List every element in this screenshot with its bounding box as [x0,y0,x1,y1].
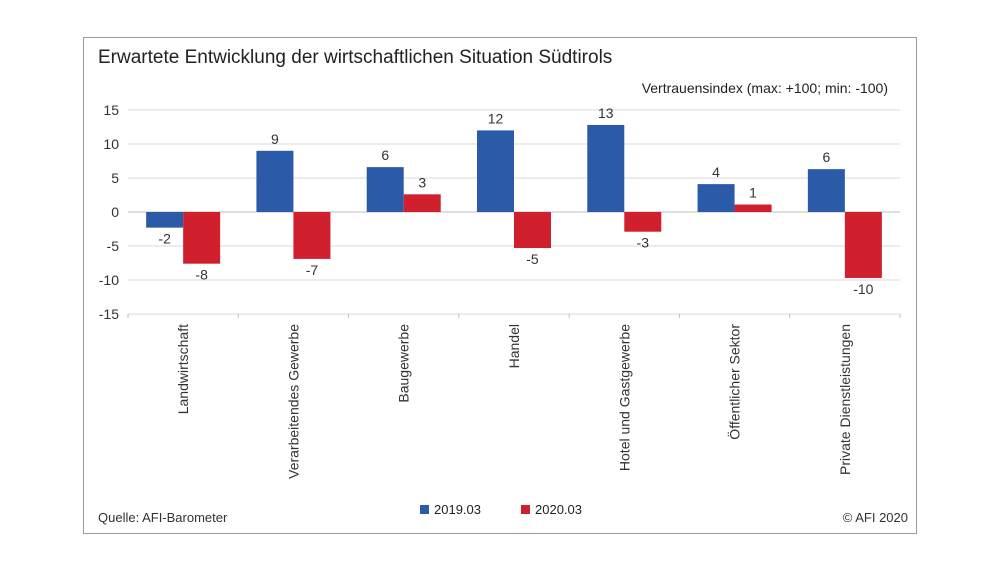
data-label: 1 [749,185,757,201]
bar [514,212,551,249]
chart-title: Erwartete Entwicklung der wirtschaftlich… [98,47,613,68]
category-label: Baugewerbe [396,324,412,403]
y-tick-label: -15 [99,306,119,322]
data-label: 13 [598,105,614,121]
category-label: Landwirtschaft [175,324,191,414]
data-label: -7 [306,262,319,278]
bar [256,150,294,212]
bar [293,212,331,259]
data-label: -5 [526,251,539,267]
y-tick-label: 10 [103,136,119,152]
bar [403,194,441,212]
data-label: 9 [271,131,279,147]
category-label: Private Dienstleistungen [837,324,853,475]
category-label: Handel [506,324,522,368]
bar [697,184,735,212]
data-label: 12 [488,110,504,126]
data-label: 6 [822,149,830,165]
y-tick-label: -5 [107,238,120,254]
data-label: 4 [712,164,720,180]
data-label: -3 [637,235,650,251]
data-label: -2 [158,231,171,247]
legend-item-2020: 2020.03 [521,502,582,517]
y-tick-label: -10 [99,272,119,288]
category-label: Verarbeitendes Gewerbe [285,324,301,479]
bar [183,212,221,264]
legend: 2019.03 2020.03 [420,502,622,517]
chart-subtitle: Vertrauensindex (max: +100; min: -100) [641,80,888,96]
data-label: 3 [418,174,426,190]
legend-item-2019: 2019.03 [420,502,481,517]
data-label: 6 [381,147,389,163]
legend-label-2020: 2020.03 [535,502,582,517]
bar [587,124,625,212]
copyright-note: © AFI 2020 [842,510,908,525]
chart-frame [83,37,917,534]
bar [366,167,404,212]
data-label: -10 [853,281,873,297]
legend-swatch-2020 [521,505,530,514]
y-tick-label: 15 [103,102,119,118]
legend-swatch-2019 [420,505,429,514]
category-label: Öffentlicher Sektor [726,324,743,440]
bar [734,204,772,212]
data-label: -8 [195,267,208,283]
legend-label-2019: 2019.03 [434,502,481,517]
bar [146,212,184,228]
y-tick-label: 0 [111,204,119,220]
bar [477,130,514,212]
y-tick-label: 5 [111,170,119,186]
category-label: Hotel und Gastgewerbe [616,324,632,471]
bar [624,212,662,232]
source-note: Quelle: AFI-Barometer [98,510,228,525]
bar [844,212,882,278]
bar [807,169,845,212]
